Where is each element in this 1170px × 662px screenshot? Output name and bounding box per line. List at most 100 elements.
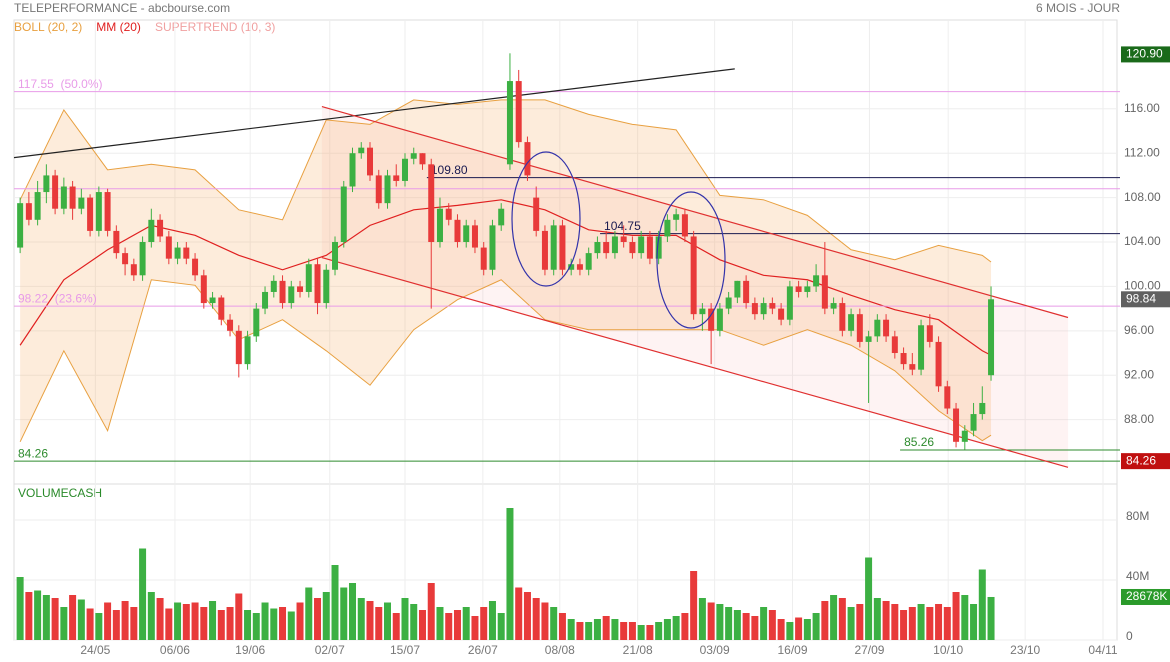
volume-bar [970, 604, 978, 640]
candle-body [900, 353, 907, 365]
volume-bar [305, 587, 313, 640]
candle-body [60, 186, 67, 209]
y-tick-label: 104.00 [1124, 234, 1161, 248]
candle-body [988, 299, 995, 376]
volume-bar [515, 587, 523, 640]
volume-bar [803, 619, 811, 640]
volume-bar [445, 613, 453, 640]
candle-body [480, 247, 487, 270]
volume-bar [366, 601, 374, 640]
candle-body [323, 269, 330, 304]
candle-body [681, 214, 688, 237]
x-tick-label: 21/08 [623, 643, 653, 657]
x-tick-label: 02/07 [315, 643, 345, 657]
price-badge-label: 98.84 [1126, 291, 1156, 305]
level-label: 84.26 [18, 446, 48, 460]
volume-bar [34, 590, 42, 640]
volume-bar [104, 602, 112, 640]
candle-body [419, 153, 426, 165]
x-tick-label: 26/07 [468, 643, 498, 657]
candle-body [778, 308, 785, 320]
candle-body [227, 319, 234, 331]
volume-bar [882, 601, 890, 640]
volume-bar [418, 610, 426, 640]
candle-body [454, 219, 461, 243]
candle-body [498, 208, 505, 226]
volume-bar [567, 619, 575, 640]
candle-body [200, 275, 207, 304]
candle-body [935, 341, 942, 387]
candle-body [646, 236, 653, 259]
volume-bar [725, 607, 733, 640]
volume-bar [593, 619, 601, 640]
volume-bar [401, 598, 409, 640]
candle-body [786, 286, 793, 320]
candle-body [708, 308, 715, 331]
candle-body [270, 280, 277, 292]
candle-body [891, 336, 898, 354]
x-tick-label: 27/09 [854, 643, 884, 657]
candle-body [183, 247, 190, 259]
bollinger-upper [19, 99, 992, 263]
volume-bar [961, 595, 969, 640]
volume-bar [314, 598, 322, 640]
volume-bar [410, 604, 418, 640]
x-tick-label: 24/05 [80, 643, 110, 657]
candle-body [139, 242, 146, 276]
trendline [13, 68, 735, 159]
y-tick-label: 116.00 [1124, 101, 1160, 115]
candle-body [804, 286, 811, 292]
volume-bar [558, 613, 566, 640]
candle-body [165, 236, 172, 259]
candle-body [43, 175, 50, 193]
candle-body [541, 230, 548, 270]
candle-body [848, 314, 855, 331]
volume-bar [681, 613, 689, 640]
volume-bar [209, 601, 217, 640]
volume-bar [95, 613, 103, 640]
candle-body [769, 303, 776, 309]
indicator-label: BOLL (20, 2) [14, 20, 82, 34]
volume-bar [795, 617, 803, 640]
volume-bar [25, 592, 33, 640]
volume-bar [628, 622, 636, 640]
volume-bar [217, 610, 225, 640]
volume-bar [357, 598, 365, 640]
volume-bar [602, 616, 610, 640]
volume-bar [900, 610, 908, 640]
volume-bar [978, 569, 986, 640]
candle-body [743, 280, 750, 304]
candle-body [393, 175, 400, 181]
volume-bar [760, 607, 768, 640]
volume-bar [392, 613, 400, 640]
volume-bar [156, 598, 164, 640]
candle-body [655, 236, 662, 259]
volume-bar [182, 604, 190, 640]
x-tick-label: 03/09 [700, 643, 730, 657]
volume-bar [69, 595, 77, 640]
volume-bar [698, 598, 706, 640]
candle-body [961, 430, 968, 442]
candle-body [559, 225, 566, 270]
candle-body [821, 275, 828, 309]
volume-bar [952, 592, 960, 640]
price-badge [1121, 291, 1170, 308]
volume-bar [523, 592, 531, 640]
volume-bar [690, 571, 698, 640]
volume-bar [716, 604, 724, 640]
volume-bar [935, 604, 943, 640]
candle-body [918, 325, 925, 370]
candle-body [865, 336, 872, 342]
x-tick-label: 16/09 [777, 643, 807, 657]
candle-body [25, 203, 32, 220]
candle-body [550, 225, 557, 270]
candle-body [218, 297, 225, 320]
candle-body [428, 164, 435, 243]
candle-body [130, 264, 137, 276]
volume-bar [86, 608, 94, 640]
candle-body [839, 303, 846, 331]
volume-bar [497, 613, 505, 640]
trendline [321, 256, 1069, 468]
candle-body [297, 286, 304, 292]
level-label: 109.80 [431, 163, 468, 177]
